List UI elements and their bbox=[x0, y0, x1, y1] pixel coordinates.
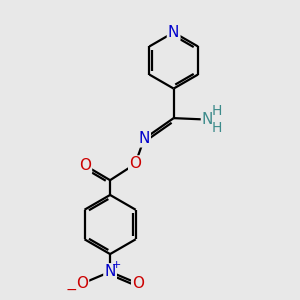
Text: O: O bbox=[132, 276, 144, 291]
Text: H: H bbox=[212, 121, 222, 135]
Text: +: + bbox=[112, 260, 121, 270]
Text: −: − bbox=[66, 283, 77, 297]
Text: O: O bbox=[129, 156, 141, 171]
Text: N: N bbox=[138, 131, 150, 146]
Text: O: O bbox=[79, 158, 91, 173]
Text: H: H bbox=[212, 104, 222, 118]
Text: N: N bbox=[202, 112, 213, 127]
Text: N: N bbox=[168, 25, 179, 40]
Text: N: N bbox=[104, 264, 116, 279]
Text: O: O bbox=[76, 276, 88, 291]
